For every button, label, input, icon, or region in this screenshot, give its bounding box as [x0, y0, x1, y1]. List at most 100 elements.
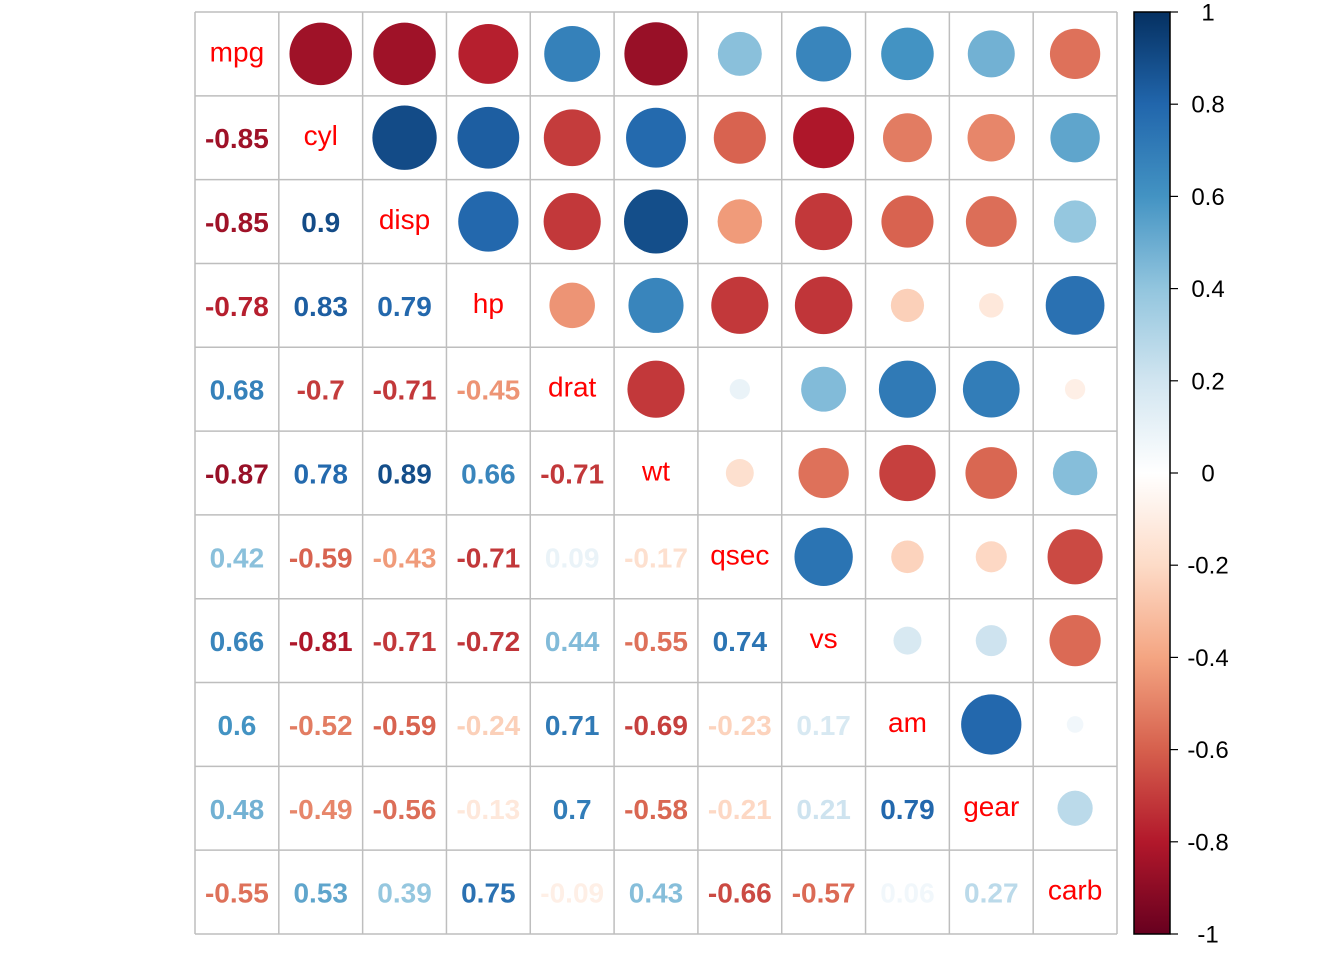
corr-value-vs-disp: -0.71	[373, 626, 437, 657]
corr-circle-vs-gear	[975, 625, 1007, 657]
corr-value-gear-qsec: -0.21	[708, 794, 772, 825]
corr-value-wt-mpg: -0.87	[205, 459, 269, 490]
corr-value-gear-wt: -0.58	[624, 794, 688, 825]
corr-value-am-wt: -0.69	[624, 710, 688, 741]
corr-circle-vs-am	[893, 626, 922, 655]
corr-circle-cyl-gear	[967, 113, 1016, 162]
variable-label-cyl: cyl	[304, 120, 338, 151]
corr-circle-drat-wt	[627, 360, 685, 418]
corr-circle-disp-wt	[624, 189, 688, 254]
corr-circle-cyl-wt	[626, 107, 686, 168]
corr-value-qsec-disp: -0.43	[373, 542, 437, 573]
corr-value-carb-vs: -0.57	[792, 878, 856, 909]
colorbar-tick-label: -0.4	[1187, 645, 1228, 672]
corr-circle-wt-qsec	[725, 459, 754, 487]
corr-value-wt-disp: 0.89	[377, 459, 432, 490]
corr-value-qsec-wt: -0.17	[624, 542, 688, 573]
corr-circle-drat-vs	[801, 366, 847, 412]
corr-circle-hp-vs	[794, 276, 853, 335]
corr-circle-drat-carb	[1064, 379, 1086, 400]
corr-value-vs-cyl: -0.81	[289, 626, 353, 657]
corr-circle-mpg-vs	[796, 26, 852, 82]
corr-value-wt-cyl: 0.78	[293, 459, 348, 490]
corr-circle-vs-carb	[1049, 615, 1101, 667]
corr-circle-hp-am	[890, 288, 925, 322]
corr-value-am-disp: -0.59	[373, 710, 437, 741]
variable-label-mpg: mpg	[210, 36, 264, 67]
corr-value-carb-qsec: -0.66	[708, 878, 772, 909]
corr-value-gear-disp: -0.56	[373, 794, 437, 825]
corr-circle-drat-qsec	[729, 379, 750, 400]
corr-circle-qsec-vs	[794, 527, 853, 586]
corr-circle-drat-am	[878, 360, 937, 418]
corr-circle-mpg-drat	[544, 25, 601, 82]
corr-circle-mpg-cyl	[289, 22, 352, 86]
corr-value-am-cyl: -0.52	[289, 710, 353, 741]
corr-value-carb-gear: 0.27	[964, 878, 1019, 909]
corr-value-hp-mpg: -0.78	[205, 291, 269, 322]
grid-lines	[194, 11, 1118, 935]
corr-value-drat-hp: -0.45	[456, 375, 520, 406]
variable-label-drat: drat	[548, 372, 596, 403]
corr-circle-mpg-am	[881, 27, 934, 81]
corr-circle-hp-drat	[549, 282, 595, 329]
corr-value-hp-cyl: 0.83	[293, 291, 348, 322]
corr-value-gear-cyl: -0.49	[289, 794, 353, 825]
corr-value-gear-vs: 0.21	[796, 794, 851, 825]
corr-circle-wt-carb	[1052, 450, 1098, 496]
colorbar-tick-label: -0.2	[1187, 553, 1228, 580]
corr-circle-disp-vs	[795, 192, 853, 251]
corr-circle-cyl-qsec	[713, 111, 766, 164]
corr-value-qsec-mpg: 0.42	[210, 542, 265, 573]
corr-circle-hp-gear	[979, 293, 1004, 318]
corr-value-carb-cyl: 0.53	[293, 878, 348, 909]
corr-value-qsec-drat: 0.09	[545, 542, 600, 573]
corr-value-vs-wt: -0.55	[624, 626, 688, 657]
corr-value-gear-mpg: 0.48	[210, 794, 265, 825]
corr-circle-mpg-hp	[458, 23, 519, 84]
corr-value-gear-am: 0.79	[880, 794, 935, 825]
corr-value-vs-hp: -0.72	[456, 626, 520, 657]
colorbar-tick-label: 0.8	[1191, 92, 1224, 119]
corr-value-cyl-mpg: -0.85	[205, 123, 269, 154]
variable-label-am: am	[888, 707, 927, 738]
corr-circle-wt-vs	[798, 447, 849, 499]
corr-value-drat-disp: -0.71	[373, 375, 437, 406]
corr-value-carb-wt: 0.43	[629, 878, 684, 909]
colorbar-tick-label: 0.2	[1191, 368, 1224, 395]
corr-value-disp-mpg: -0.85	[205, 207, 269, 238]
corr-value-vs-mpg: 0.66	[210, 626, 265, 657]
corr-circle-disp-qsec	[717, 199, 763, 244]
corr-value-carb-am: 0.06	[880, 878, 935, 909]
colorbar-tick-label: 0.6	[1191, 184, 1224, 211]
corr-value-am-mpg: 0.6	[217, 710, 256, 741]
corr-value-vs-drat: 0.44	[545, 626, 600, 657]
variable-label-qsec: qsec	[710, 539, 769, 570]
corr-value-qsec-hp: -0.71	[456, 542, 520, 573]
corr-circle-hp-carb	[1045, 275, 1105, 335]
colorbar-tick-label: 1	[1201, 0, 1214, 27]
colorbar-tick-label: 0.4	[1191, 276, 1224, 303]
corr-circle-cyl-drat	[543, 109, 601, 167]
corr-value-carb-disp: 0.39	[377, 878, 432, 909]
corr-circle-hp-qsec	[711, 276, 769, 334]
corr-value-drat-cyl: -0.7	[297, 375, 345, 406]
corr-circle-drat-gear	[962, 360, 1020, 418]
colorbar-tick-label: 0	[1201, 461, 1214, 488]
correlation-matrix: mpg -0.85 cyl -0.85 0.9 disp -0.78 0.83 0.79 hp 0.…	[205, 22, 1105, 909]
corr-circle-wt-gear	[965, 447, 1018, 499]
corr-circle-mpg-qsec	[717, 31, 762, 76]
corr-circle-hp-wt	[628, 277, 684, 333]
colorbar: 1 0.8 0.6 0.4 0.2 0 -0.2 -0.4 -0.6 -0.8 -1	[1133, 0, 1229, 949]
corr-circle-disp-drat	[543, 192, 601, 251]
corr-circle-wt-am	[879, 444, 936, 502]
corr-circle-mpg-wt	[624, 22, 688, 86]
corr-circle-cyl-hp	[457, 106, 520, 169]
corr-value-am-qsec: -0.23	[708, 710, 772, 741]
corr-circle-mpg-carb	[1049, 28, 1101, 80]
corr-value-gear-hp: -0.13	[456, 794, 520, 825]
corr-circle-disp-gear	[965, 196, 1017, 247]
corr-circle-disp-hp	[458, 191, 519, 252]
corr-value-carb-drat: -0.09	[540, 878, 604, 909]
